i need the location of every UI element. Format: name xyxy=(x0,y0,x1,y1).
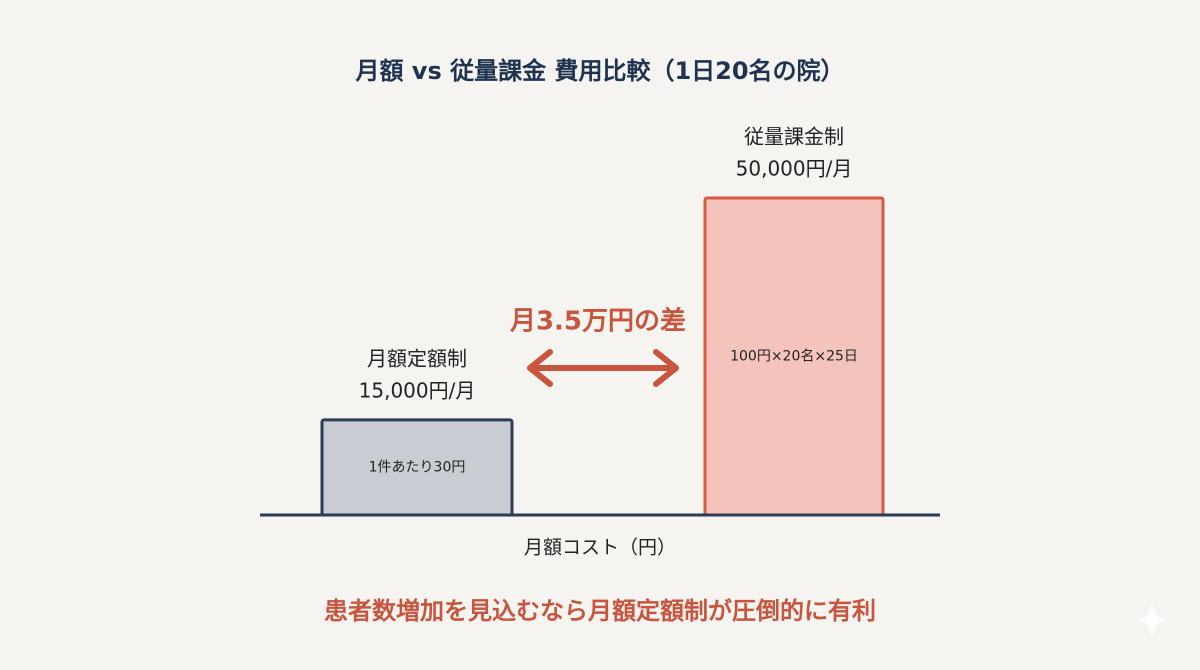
bar-note: 100円×20名×25日 xyxy=(730,349,858,365)
category-label: 月額定額制 xyxy=(367,346,467,370)
category-label: 従量課金制 xyxy=(744,125,844,149)
value-label: 15,000円/月 xyxy=(359,378,476,402)
bar-note: 1件あたり30円 xyxy=(369,459,466,475)
value-label: 50,000円/月 xyxy=(736,157,853,181)
sparkle-icon xyxy=(1136,604,1168,636)
annotation: 月3.5万円の差 xyxy=(509,306,686,337)
x-axis-label: 月額コスト（円） xyxy=(524,537,676,559)
chart-title: 月額 vs 従量課金 費用比較（1日20名の院） xyxy=(354,57,844,85)
difference-arrow xyxy=(527,349,679,387)
footer-note: 患者数増加を見込むなら月額定額制が圧倒的に有利 xyxy=(324,597,876,625)
